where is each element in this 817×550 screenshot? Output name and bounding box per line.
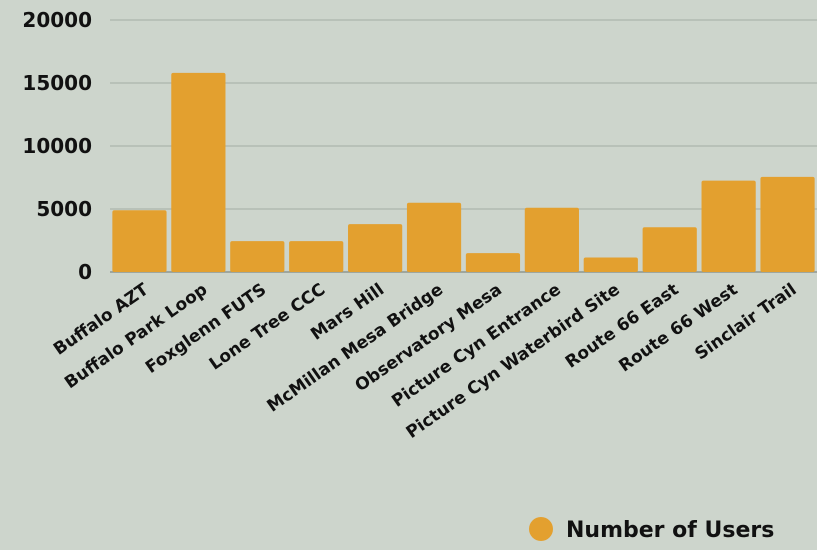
bar-layer xyxy=(112,72,815,272)
bar xyxy=(289,241,344,272)
bar xyxy=(406,202,462,272)
bar xyxy=(583,257,638,272)
legend-label: Number of Users xyxy=(566,518,774,543)
y-tick-labels: 0 5000 10000 15000 20000 xyxy=(22,8,92,284)
bar xyxy=(642,227,697,272)
bar xyxy=(230,241,285,272)
y-tick-label: 10000 xyxy=(22,134,92,158)
y-tick-label: 5000 xyxy=(36,197,92,221)
bar xyxy=(701,180,756,272)
legend-swatch xyxy=(529,517,553,541)
bar xyxy=(524,207,579,272)
bar xyxy=(465,253,521,272)
bar xyxy=(760,176,815,272)
y-tick-label: 20000 xyxy=(22,8,92,32)
bar xyxy=(171,72,226,272)
y-tick-label: 0 xyxy=(78,260,92,284)
grid-layer xyxy=(110,19,817,273)
y-tick-label: 15000 xyxy=(22,71,92,95)
bar xyxy=(348,224,403,272)
legend: Number of Users xyxy=(529,517,774,543)
x-tick-label: Sinclair Trail xyxy=(692,280,801,365)
bar xyxy=(112,210,167,272)
